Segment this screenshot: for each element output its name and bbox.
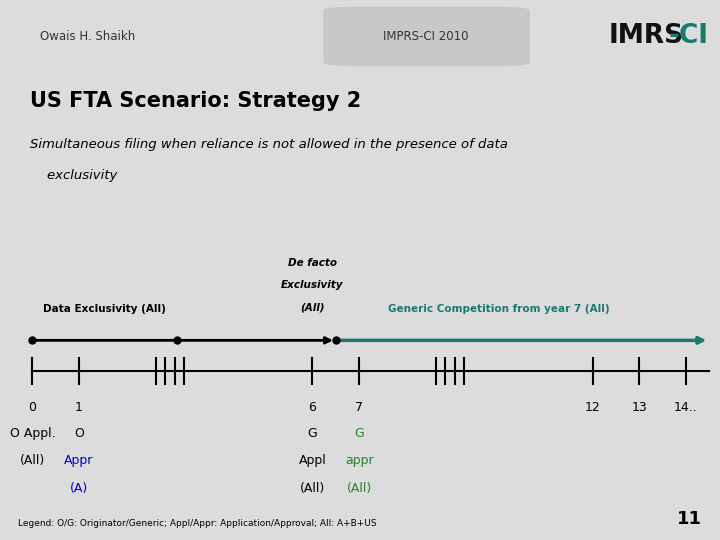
Text: exclusivity: exclusivity [30, 169, 117, 182]
Text: 13: 13 [631, 401, 647, 414]
Text: appr: appr [345, 455, 374, 468]
Text: Owais H. Shaikh: Owais H. Shaikh [40, 30, 135, 43]
Text: IMPRS-CI 2010: IMPRS-CI 2010 [384, 30, 469, 43]
Text: 12: 12 [585, 401, 600, 414]
Text: 0: 0 [28, 401, 37, 414]
Text: IMRS: IMRS [608, 23, 683, 50]
Text: US FTA Scenario: Strategy 2: US FTA Scenario: Strategy 2 [30, 91, 361, 111]
Text: 7: 7 [355, 401, 363, 414]
Text: 1: 1 [75, 401, 83, 414]
Text: O: O [74, 427, 84, 440]
Text: De facto: De facto [288, 258, 337, 267]
Text: Appr: Appr [64, 455, 94, 468]
Text: Legend: O/G: Originator/Generic; Appl/Appr: Application/Approval; All: A+B+US: Legend: O/G: Originator/Generic; Appl/Ap… [18, 519, 377, 528]
Text: G: G [354, 427, 364, 440]
Text: 14..: 14.. [674, 401, 698, 414]
Text: O Appl.: O Appl. [9, 427, 55, 440]
Text: (All): (All) [300, 482, 325, 495]
Text: Appl: Appl [299, 455, 326, 468]
Text: Simultaneous filing when reliance is not allowed in the presence of data: Simultaneous filing when reliance is not… [30, 138, 508, 151]
Text: Data Exclusivity (All): Data Exclusivity (All) [43, 305, 166, 314]
Text: Exclusivity: Exclusivity [282, 280, 343, 290]
Text: (All): (All) [19, 455, 45, 468]
Text: (All): (All) [346, 482, 372, 495]
Text: G: G [307, 427, 318, 440]
Text: 11: 11 [677, 510, 702, 528]
Text: (A): (A) [70, 482, 89, 495]
FancyBboxPatch shape [14, 9, 331, 64]
Text: (All): (All) [300, 302, 325, 313]
Text: 6: 6 [308, 401, 316, 414]
Text: Generic Competition from year 7 (All): Generic Competition from year 7 (All) [388, 305, 610, 314]
FancyBboxPatch shape [324, 7, 529, 65]
Text: -CI: -CI [668, 23, 708, 50]
